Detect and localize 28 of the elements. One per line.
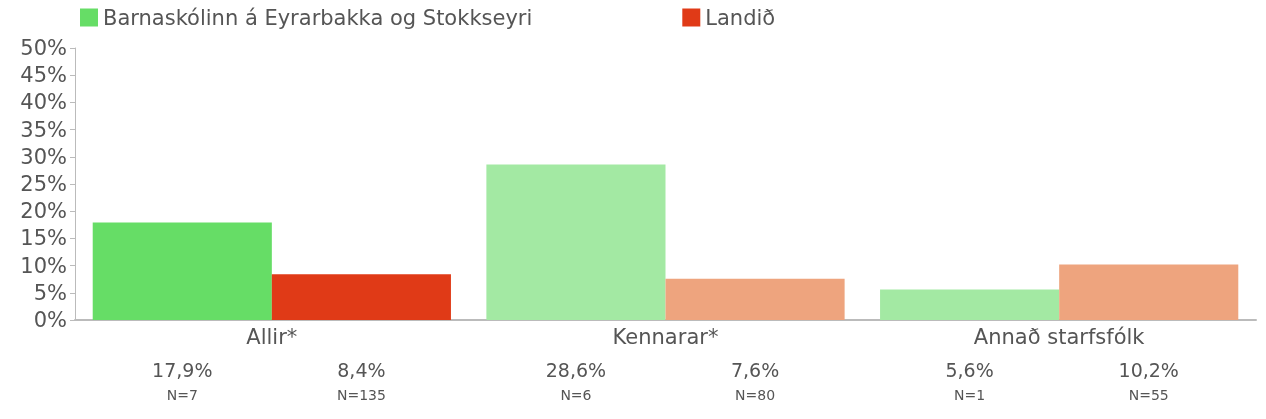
y-tick-label: 35% — [20, 117, 67, 142]
y-tick-label: 40% — [20, 90, 67, 115]
x-tick-label: Allir* — [246, 324, 298, 349]
y-tick-label: 50% — [20, 36, 67, 60]
y-tick-label: 10% — [20, 253, 67, 278]
y-tick-label: 25% — [20, 172, 67, 196]
x-tick-label: Annað starfsfólk — [973, 324, 1146, 349]
data-label: 10,2% N=55 — [1118, 359, 1179, 403]
data-label: 8,4% N=135 — [336, 359, 386, 403]
data-label: 28,6% N=6 — [545, 359, 607, 403]
legend-label: Landið — [705, 5, 776, 30]
y-tick-label: 20% — [20, 199, 67, 224]
x-tick-label: Kennarar* — [612, 324, 719, 349]
data-label: 5,6% N=1 — [945, 359, 994, 403]
bar — [880, 289, 1060, 320]
bar — [665, 278, 845, 320]
data-label: 17,9% N=7 — [152, 359, 213, 403]
y-tick-label: 0% — [33, 308, 67, 332]
bar — [271, 274, 451, 320]
bar — [1059, 264, 1239, 320]
y-tick-label: 45% — [20, 63, 67, 88]
data-label: 7,6% N=80 — [730, 359, 780, 403]
legend-label: Barnaskólinn á Eyrarbakka og Stokkseyri — [103, 5, 533, 30]
y-tick-label: 30% — [20, 144, 67, 169]
y-tick-label: 15% — [20, 226, 67, 251]
bar — [92, 222, 272, 320]
y-tick-label: 5% — [33, 280, 67, 305]
bar — [486, 164, 666, 320]
